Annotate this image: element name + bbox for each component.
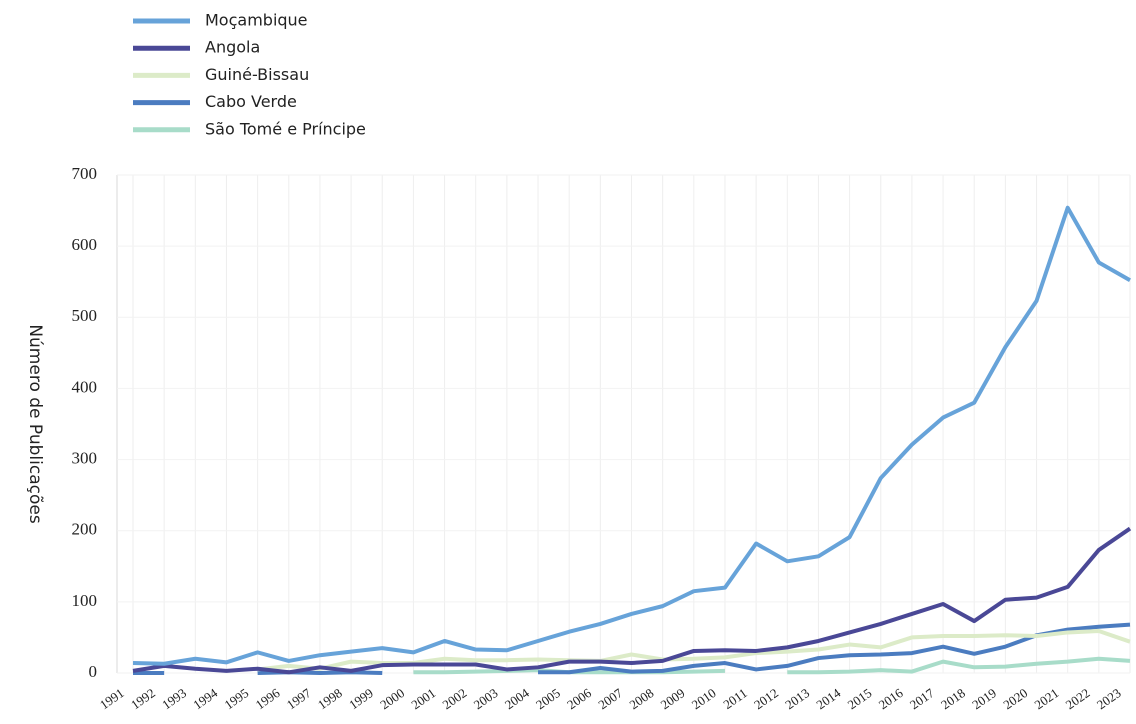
legend-label: Cabo Verde [205,92,297,111]
x-tick-label: 1998 [315,685,345,712]
x-tick-label: 2001 [408,685,438,712]
legend-label: Angola [205,38,260,57]
series-line [132,205,1131,666]
x-tick-label: 2003 [471,685,501,712]
x-tick-label: 2015 [845,685,875,712]
x-tick-label: 1995 [221,685,251,712]
x-tick-label: 1999 [346,685,376,712]
x-tick-label: 1994 [190,685,220,712]
x-tick-label: 2023 [1094,685,1124,712]
x-tick-label: 2011 [720,685,750,712]
y-axis-title: Número de Publicações [25,324,45,524]
x-tick-label: 2019 [969,685,999,712]
y-tick-label: 400 [72,377,98,396]
x-tick-label: 2006 [564,685,594,712]
y-tick-label: 500 [72,306,98,325]
y-tick-label: 200 [72,520,98,539]
x-tick-label: 1992 [128,685,158,712]
x-tick-label: 2002 [440,685,470,712]
x-tick-label: 2021 [1032,685,1062,712]
x-tick-label: 2007 [595,685,625,712]
x-tick-label: 2000 [377,685,407,712]
x-tick-label: 1991 [97,685,127,712]
x-tick-label: 2008 [626,685,656,712]
legend-label: Moçambique [205,11,308,30]
x-tick-label: 2010 [689,685,719,712]
legend-label: Guiné-Bissau [205,65,309,84]
x-tick-label: 1993 [159,685,189,712]
x-tick-label: 2020 [1000,685,1030,712]
legend-label: São Tomé e Príncipe [205,119,366,138]
y-tick-label: 700 [72,164,98,183]
x-tick-label: 2009 [658,685,688,712]
x-tick-label: 2018 [938,685,968,712]
x-tick-label: 2012 [751,685,781,712]
x-tick-label: 2014 [813,685,843,712]
x-tick-label: 1997 [284,685,314,712]
y-tick-label: 300 [72,448,98,467]
y-tick-label: 600 [72,235,98,254]
x-tick-label: 2013 [782,685,812,712]
x-tick-label: 2005 [533,685,563,712]
series-line [132,526,1132,675]
x-tick-label: 2004 [502,685,532,712]
x-tick-label: 2017 [907,685,937,712]
x-tick-label: 2022 [1063,685,1093,712]
x-tick-label: 2016 [876,685,906,712]
y-tick-label: 100 [72,591,98,610]
x-tick-label: 1996 [253,685,283,712]
y-tick-label: 0 [89,662,98,681]
